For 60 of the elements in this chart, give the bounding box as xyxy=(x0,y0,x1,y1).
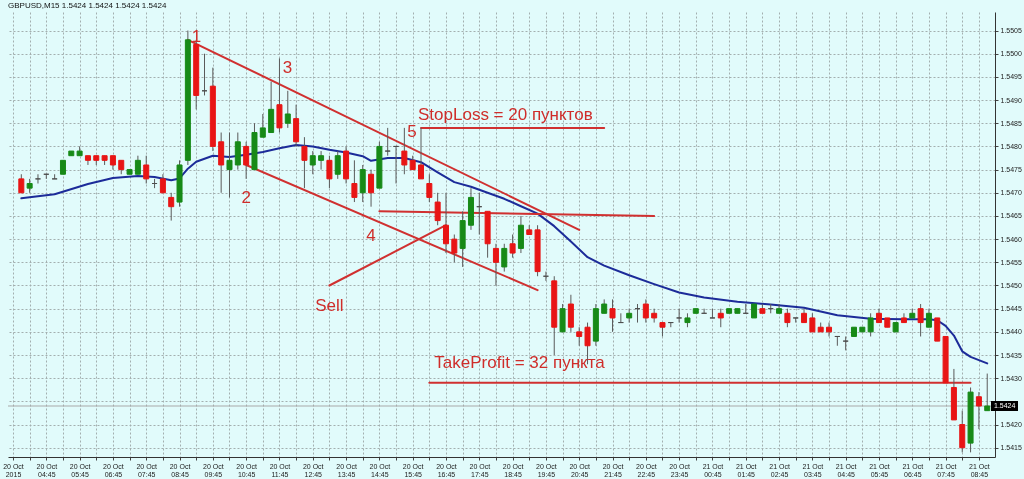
annotation: 5 xyxy=(407,121,417,141)
candlestick xyxy=(609,298,616,333)
candlestick xyxy=(159,173,166,194)
candlestick xyxy=(243,141,250,180)
candlestick xyxy=(576,326,583,347)
annotation: TakeProfit = 32 пункта xyxy=(434,352,606,372)
annotation: 4 xyxy=(366,225,376,245)
candlestick xyxy=(418,127,425,180)
candlestick xyxy=(492,243,499,286)
annotation: Sell xyxy=(315,296,344,316)
candlestick xyxy=(784,308,791,328)
candlestick xyxy=(434,192,441,226)
candlestick xyxy=(501,243,508,273)
candlestick xyxy=(934,317,941,342)
candlestick xyxy=(309,150,316,175)
candlestick xyxy=(301,136,308,189)
candlestick xyxy=(293,104,300,147)
candlestick xyxy=(359,164,366,203)
candlestick xyxy=(809,312,816,333)
candlestick xyxy=(268,81,275,134)
candlestick xyxy=(451,234,458,263)
candlestick xyxy=(925,308,932,328)
candlestick xyxy=(509,234,516,259)
candlestick xyxy=(284,90,291,129)
candlestick xyxy=(826,322,833,337)
candlestick xyxy=(168,192,175,222)
candlestick xyxy=(234,132,241,171)
candlestick xyxy=(975,391,982,430)
candlestick xyxy=(517,215,524,254)
candlestick xyxy=(318,150,325,171)
candlestick xyxy=(559,303,566,333)
candlestick xyxy=(259,113,266,138)
annotation: StopLoss = 20 пунктов xyxy=(418,104,593,124)
candlestick xyxy=(368,169,375,208)
candlestick xyxy=(384,127,391,157)
chart-title: GBPUSD,M15 1.5424 1.5424 1.5424 1.5424 xyxy=(8,1,167,10)
candlestick xyxy=(143,155,150,185)
candlestick xyxy=(917,303,924,337)
candlestick xyxy=(426,173,433,203)
annotation: 3 xyxy=(282,58,293,78)
candlestick xyxy=(642,298,649,324)
candlestick xyxy=(326,155,333,189)
candlestick xyxy=(676,308,683,324)
candlestick xyxy=(401,127,408,175)
candlestick xyxy=(218,132,225,194)
candlestick xyxy=(984,373,991,412)
annotation: 2 xyxy=(241,187,251,207)
candlestick xyxy=(276,57,283,134)
candlestick xyxy=(959,410,966,453)
candlestick xyxy=(351,159,358,203)
candlestick xyxy=(134,155,141,175)
candlestick xyxy=(226,132,233,198)
candlestick xyxy=(334,150,341,180)
candlestick xyxy=(867,312,874,337)
candlestick xyxy=(442,192,449,254)
candlestick xyxy=(567,294,574,333)
candlestick xyxy=(18,173,25,194)
annotation: 1 xyxy=(191,26,202,46)
candlestick xyxy=(34,173,41,185)
candlestick xyxy=(717,308,724,328)
